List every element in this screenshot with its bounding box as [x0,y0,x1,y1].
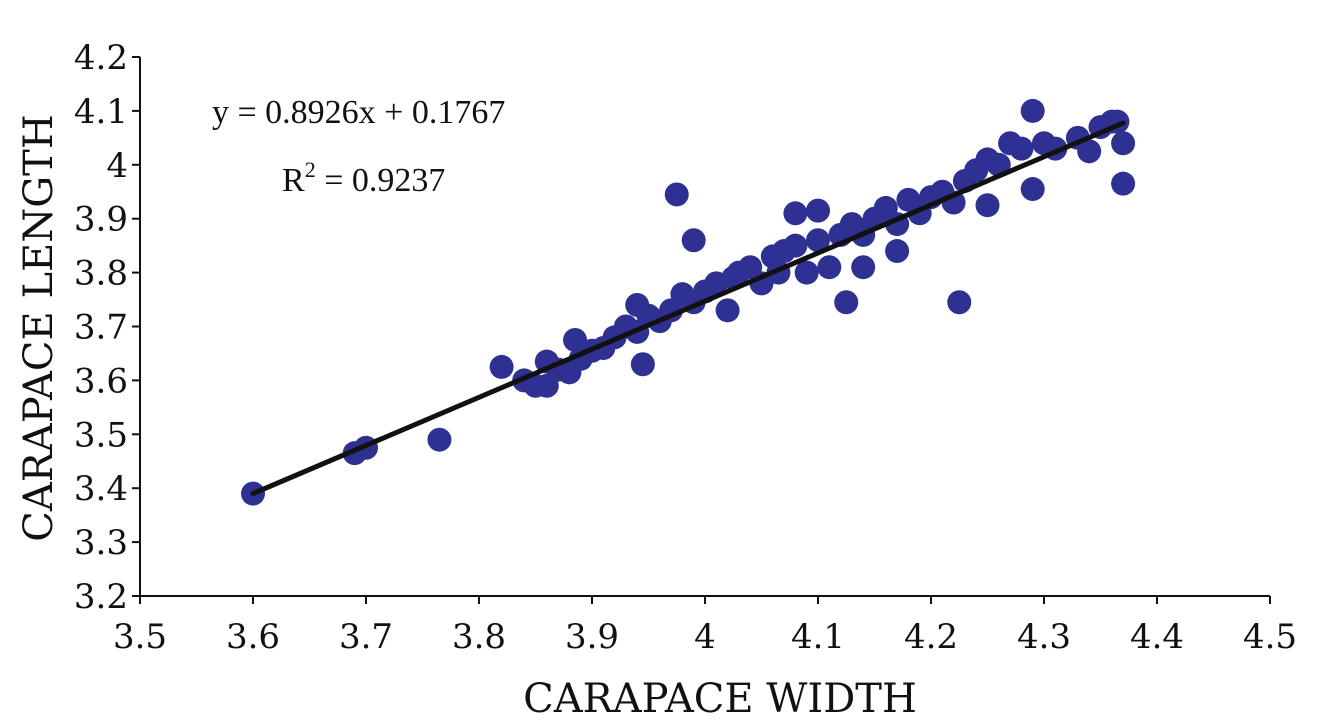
r-squared-value: = 0.9237 [316,162,446,199]
data-point [715,298,740,323]
y-tick-label: 3.4 [74,469,128,509]
y-tick-label: 4 [106,146,128,186]
y-tick-label: 3.3 [74,523,128,563]
data-point [1077,139,1102,164]
data-point [783,233,808,258]
data-point [851,255,876,280]
data-point [681,228,706,253]
data-point [1111,131,1136,156]
data-point [1111,171,1136,196]
y-axis-ticks: 3.2 3.3 3.4 3.5 3.6 3.7 3.8 3.9 4 4.1 4.2 [74,38,140,617]
x-tick-label: 4.1 [791,617,845,657]
y-tick-label: 3.7 [74,308,128,348]
regression-equation: y = 0.8926x + 0.1767 [212,94,505,131]
x-tick-label: 4 [694,617,716,657]
y-tick-label: 3.9 [74,200,128,240]
r-squared-label: R2 = 0.9237 [282,157,445,199]
r-squared-letter: R [282,162,305,199]
y-tick-label: 3.8 [74,254,128,294]
x-tick-label: 4.2 [904,617,958,657]
data-point [806,228,830,253]
r-squared-exponent: 2 [305,157,316,182]
data-point [427,427,452,452]
data-point [783,201,808,226]
x-tick-label: 4.5 [1243,617,1297,657]
data-point [630,352,655,377]
trendline [250,120,1126,497]
y-tick-label: 3.2 [74,577,128,617]
data-point [947,290,972,315]
x-tick-label: 4.4 [1130,617,1184,657]
x-axis-title: CARAPACE WIDTH [523,676,917,722]
data-point [975,193,1000,218]
data-point [1009,136,1034,161]
data-point [489,354,514,379]
data-point [885,239,910,264]
x-tick-label: 3.6 [226,617,280,657]
x-tick-label: 4.3 [1017,617,1071,657]
x-tick-label: 3.7 [339,617,393,657]
y-tick-label: 4.1 [74,92,128,132]
data-point [1020,98,1045,123]
y-tick-label: 3.6 [74,361,128,401]
x-tick-label: 3.8 [452,617,506,657]
data-point [817,255,842,280]
data-point [806,198,830,223]
y-axis-title: CARAPACE LENGTH [16,114,62,541]
data-point [1020,177,1045,202]
data-points [241,98,1136,506]
data-point [834,290,859,315]
x-axis-ticks: 3.5 3.6 3.7 3.8 3.9 4 4.1 4.2 4.3 4.4 4.5 [113,596,1297,657]
x-tick-label: 3.5 [113,617,167,657]
y-tick-label: 3.5 [74,415,128,455]
data-point [664,182,689,207]
y-tick-label: 4.2 [74,38,128,78]
data-point [794,260,819,285]
x-tick-label: 3.9 [565,617,619,657]
